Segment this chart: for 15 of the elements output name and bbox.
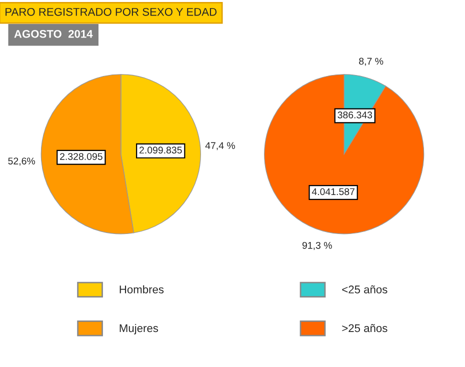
legend-label: <25 años [342, 285, 388, 294]
text: 91,3 % [302, 242, 332, 250]
text: 8,7 % [359, 58, 384, 66]
chart-subtitle: AGOSTO 2014 [14, 30, 93, 38]
text: 47,4 % [205, 142, 236, 150]
legend-label: Mujeres [120, 324, 158, 334]
pie-slice [264, 74, 424, 234]
data-label: 4.041.587 [312, 188, 354, 196]
data-label: 2.328.095 [60, 153, 102, 160]
legend-label: Hombres [120, 285, 164, 294]
text: 52,6% [8, 158, 36, 166]
chart-title: PARO REGISTRADO POR SEXO Y EDAD [6, 8, 217, 16]
legend-label: >25 años [342, 324, 388, 332]
data-label: 386.343 [338, 111, 372, 118]
data-label: 2.099.835 [139, 146, 182, 154]
